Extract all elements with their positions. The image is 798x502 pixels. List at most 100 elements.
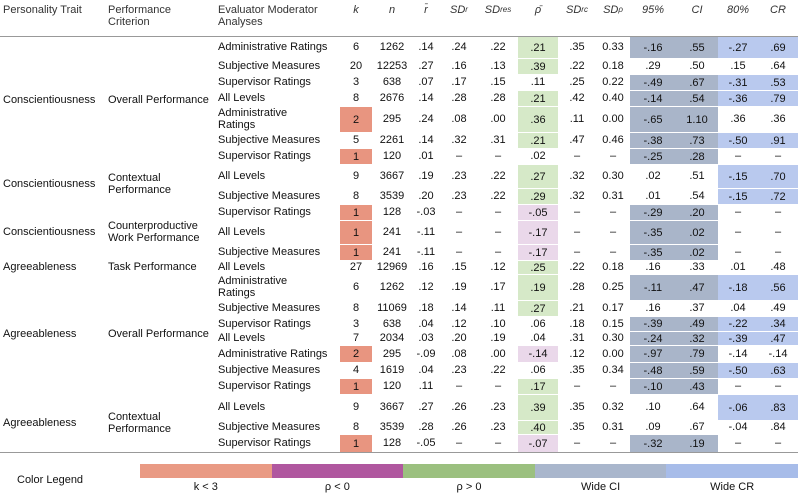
- evaluator-cell: Administrative Ratings: [218, 275, 288, 299]
- value-cell: .28: [569, 281, 585, 293]
- header-text: SD: [566, 4, 582, 16]
- value-cell: .04: [418, 364, 434, 376]
- value-cell: -.49: [630, 75, 676, 90]
- value-cell: 0.31: [602, 190, 624, 202]
- value-cell: .36: [730, 113, 746, 125]
- value-cell: .14: [418, 134, 434, 146]
- value-cell: .22: [569, 261, 585, 273]
- value-cell: 241: [382, 246, 402, 258]
- header-text: k: [353, 4, 359, 16]
- value-cell: .28: [451, 92, 467, 104]
- value-cell: .15: [451, 261, 467, 273]
- value-cell: -.22: [718, 317, 758, 331]
- value-cell: 5: [352, 134, 360, 146]
- value-cell: .79: [758, 91, 798, 106]
- value-cell: 1: [340, 149, 372, 164]
- value-cell: .50: [689, 60, 705, 72]
- value-cell: 3: [352, 317, 360, 330]
- value-cell: 8: [352, 421, 360, 433]
- value-cell: –: [573, 246, 581, 258]
- value-cell: -.29: [630, 205, 676, 220]
- value-cell: .25: [569, 76, 585, 88]
- value-cell: .16: [645, 261, 661, 273]
- evaluator-cell: Administrative Ratings: [218, 41, 328, 53]
- header-text: n: [388, 4, 396, 16]
- evaluator-cell: All Levels: [218, 332, 266, 344]
- value-cell: 0.00: [602, 113, 624, 125]
- value-cell: 9: [352, 401, 360, 413]
- value-cell: .02: [676, 221, 718, 244]
- value-cell: .03: [418, 332, 434, 344]
- value-cell: -.15: [718, 189, 758, 204]
- value-cell: .70: [758, 165, 798, 188]
- value-cell: .19: [518, 275, 558, 300]
- trait-cell: Conscientiousness: [3, 178, 96, 190]
- value-cell: 1: [340, 205, 372, 220]
- value-cell: –: [734, 437, 742, 449]
- value-cell: -.14: [630, 91, 676, 106]
- value-cell: .54: [676, 91, 718, 106]
- value-cell: 0.18: [602, 60, 624, 72]
- header-subscript: rc: [581, 5, 588, 14]
- value-cell: .02: [645, 170, 661, 182]
- value-cell: 12253: [376, 60, 408, 72]
- value-cell: –: [494, 246, 502, 258]
- value-cell: 0.15: [602, 317, 624, 330]
- legend-label: k < 3: [193, 481, 218, 493]
- value-cell: .27: [418, 401, 434, 413]
- value-cell: .39: [518, 395, 558, 420]
- value-cell: –: [734, 206, 742, 218]
- legend-label: Wide CR: [710, 481, 755, 493]
- value-cell: .42: [569, 92, 585, 104]
- value-cell: .36: [770, 113, 786, 125]
- value-cell: 8: [352, 190, 360, 202]
- value-cell: –: [774, 437, 782, 449]
- legend-swatch: [403, 464, 535, 478]
- value-cell: 4: [352, 364, 360, 376]
- value-cell: .18: [418, 302, 434, 314]
- value-cell: .09: [645, 421, 661, 433]
- header-rule: [0, 36, 798, 37]
- value-cell: 8: [352, 302, 360, 314]
- header-cell: 95%: [630, 0, 676, 36]
- header-subscript: ρ: [618, 5, 623, 14]
- value-cell: .24: [418, 113, 434, 125]
- header-text: r̄: [424, 4, 428, 16]
- trait-cell: Agreeableness: [3, 261, 77, 273]
- value-cell: –: [573, 206, 581, 218]
- value-cell: .29: [518, 189, 558, 204]
- value-cell: -.05: [416, 437, 436, 449]
- value-cell: .33: [689, 261, 705, 273]
- value-cell: .54: [689, 190, 705, 202]
- value-cell: .23: [490, 401, 506, 413]
- value-cell: .19: [676, 435, 718, 452]
- value-cell: –: [573, 380, 581, 392]
- value-cell: .12: [418, 281, 434, 293]
- value-cell: 128: [382, 437, 402, 449]
- header-subscript: r: [465, 5, 468, 14]
- header-text: SD: [450, 4, 466, 16]
- value-cell: .16: [645, 302, 661, 314]
- value-cell: .67: [689, 421, 705, 433]
- legend-title: Color Legend: [17, 474, 84, 486]
- value-cell: -.14: [728, 347, 748, 360]
- value-cell: .00: [490, 113, 506, 125]
- value-cell: –: [494, 150, 502, 162]
- value-cell: .79: [676, 346, 718, 362]
- value-cell: .04: [530, 332, 546, 344]
- header-cell: SD r: [440, 0, 478, 36]
- value-cell: .40: [518, 421, 558, 434]
- value-cell: .21: [518, 133, 558, 148]
- value-cell: 2: [340, 346, 372, 362]
- value-cell: .02: [530, 150, 546, 162]
- value-cell: .35: [569, 401, 585, 413]
- criterion-cell: Contextual Performance: [108, 172, 171, 196]
- value-cell: -.03: [416, 206, 436, 218]
- value-cell: –: [774, 380, 782, 392]
- value-cell: 3667: [379, 401, 405, 413]
- value-cell: .18: [569, 317, 585, 330]
- value-cell: .10: [645, 401, 661, 413]
- value-cell: .19: [451, 281, 467, 293]
- value-cell: .67: [676, 75, 718, 90]
- trait-cell: Conscientiousness: [3, 226, 96, 238]
